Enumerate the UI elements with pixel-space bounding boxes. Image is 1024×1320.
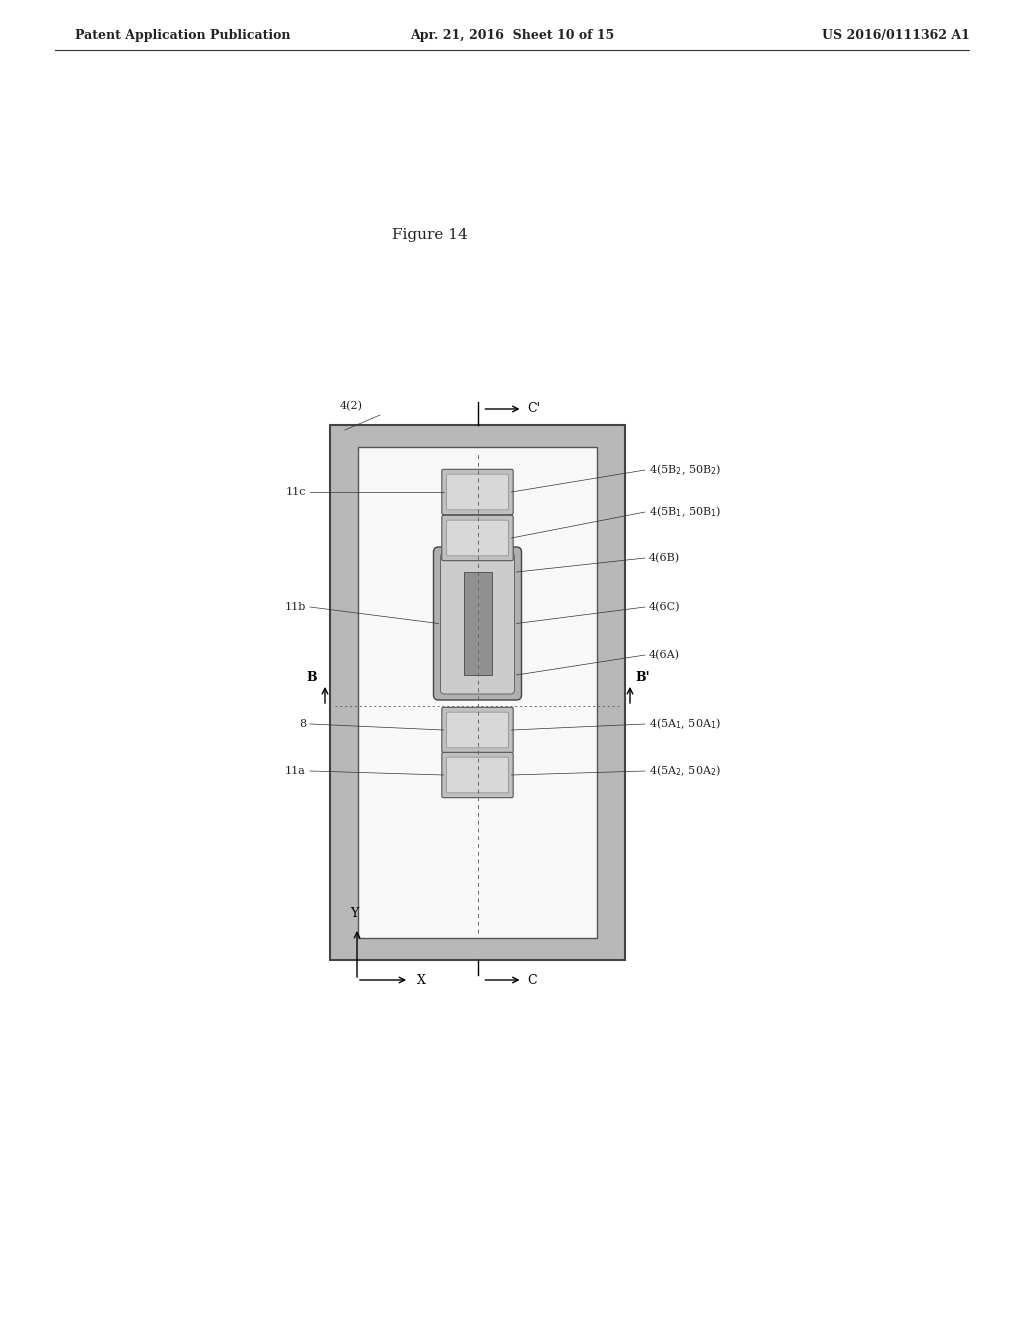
FancyBboxPatch shape — [433, 546, 521, 700]
FancyBboxPatch shape — [446, 713, 508, 748]
Bar — [330, 425, 625, 960]
Text: 11a: 11a — [285, 766, 306, 776]
Text: 4(5A$_2$, 50A$_2$): 4(5A$_2$, 50A$_2$) — [649, 764, 721, 779]
FancyBboxPatch shape — [441, 708, 513, 752]
Text: 4(5A$_1$, 50A$_1$): 4(5A$_1$, 50A$_1$) — [649, 717, 721, 731]
Text: 11c: 11c — [286, 487, 306, 498]
Text: 4(6C): 4(6C) — [649, 602, 681, 612]
Text: 4(6A): 4(6A) — [649, 649, 680, 660]
Text: 4(5B$_1$, 50B$_1$): 4(5B$_1$, 50B$_1$) — [649, 504, 721, 519]
Text: 4(2): 4(2) — [340, 401, 362, 411]
FancyBboxPatch shape — [440, 553, 514, 694]
Text: Figure 14: Figure 14 — [392, 228, 468, 242]
FancyBboxPatch shape — [441, 515, 513, 561]
Text: Apr. 21, 2016  Sheet 10 of 15: Apr. 21, 2016 Sheet 10 of 15 — [410, 29, 614, 41]
Text: 11b: 11b — [285, 602, 306, 612]
Text: B': B' — [635, 671, 649, 684]
Text: C': C' — [527, 403, 541, 416]
Text: Patent Application Publication: Patent Application Publication — [75, 29, 291, 41]
FancyBboxPatch shape — [446, 758, 508, 793]
FancyBboxPatch shape — [446, 520, 508, 556]
Text: B: B — [306, 671, 317, 684]
Bar — [464, 572, 492, 675]
Text: US 2016/0111362 A1: US 2016/0111362 A1 — [822, 29, 970, 41]
FancyBboxPatch shape — [446, 474, 508, 510]
Text: 4(5B$_2$, 50B$_2$): 4(5B$_2$, 50B$_2$) — [649, 463, 721, 478]
Text: Y: Y — [350, 907, 358, 920]
FancyBboxPatch shape — [441, 470, 513, 515]
FancyBboxPatch shape — [441, 752, 513, 797]
Text: 8: 8 — [299, 719, 306, 729]
Text: X: X — [417, 974, 426, 986]
Text: C: C — [527, 974, 538, 986]
Text: 4(6B): 4(6B) — [649, 553, 680, 564]
Bar — [358, 447, 597, 939]
